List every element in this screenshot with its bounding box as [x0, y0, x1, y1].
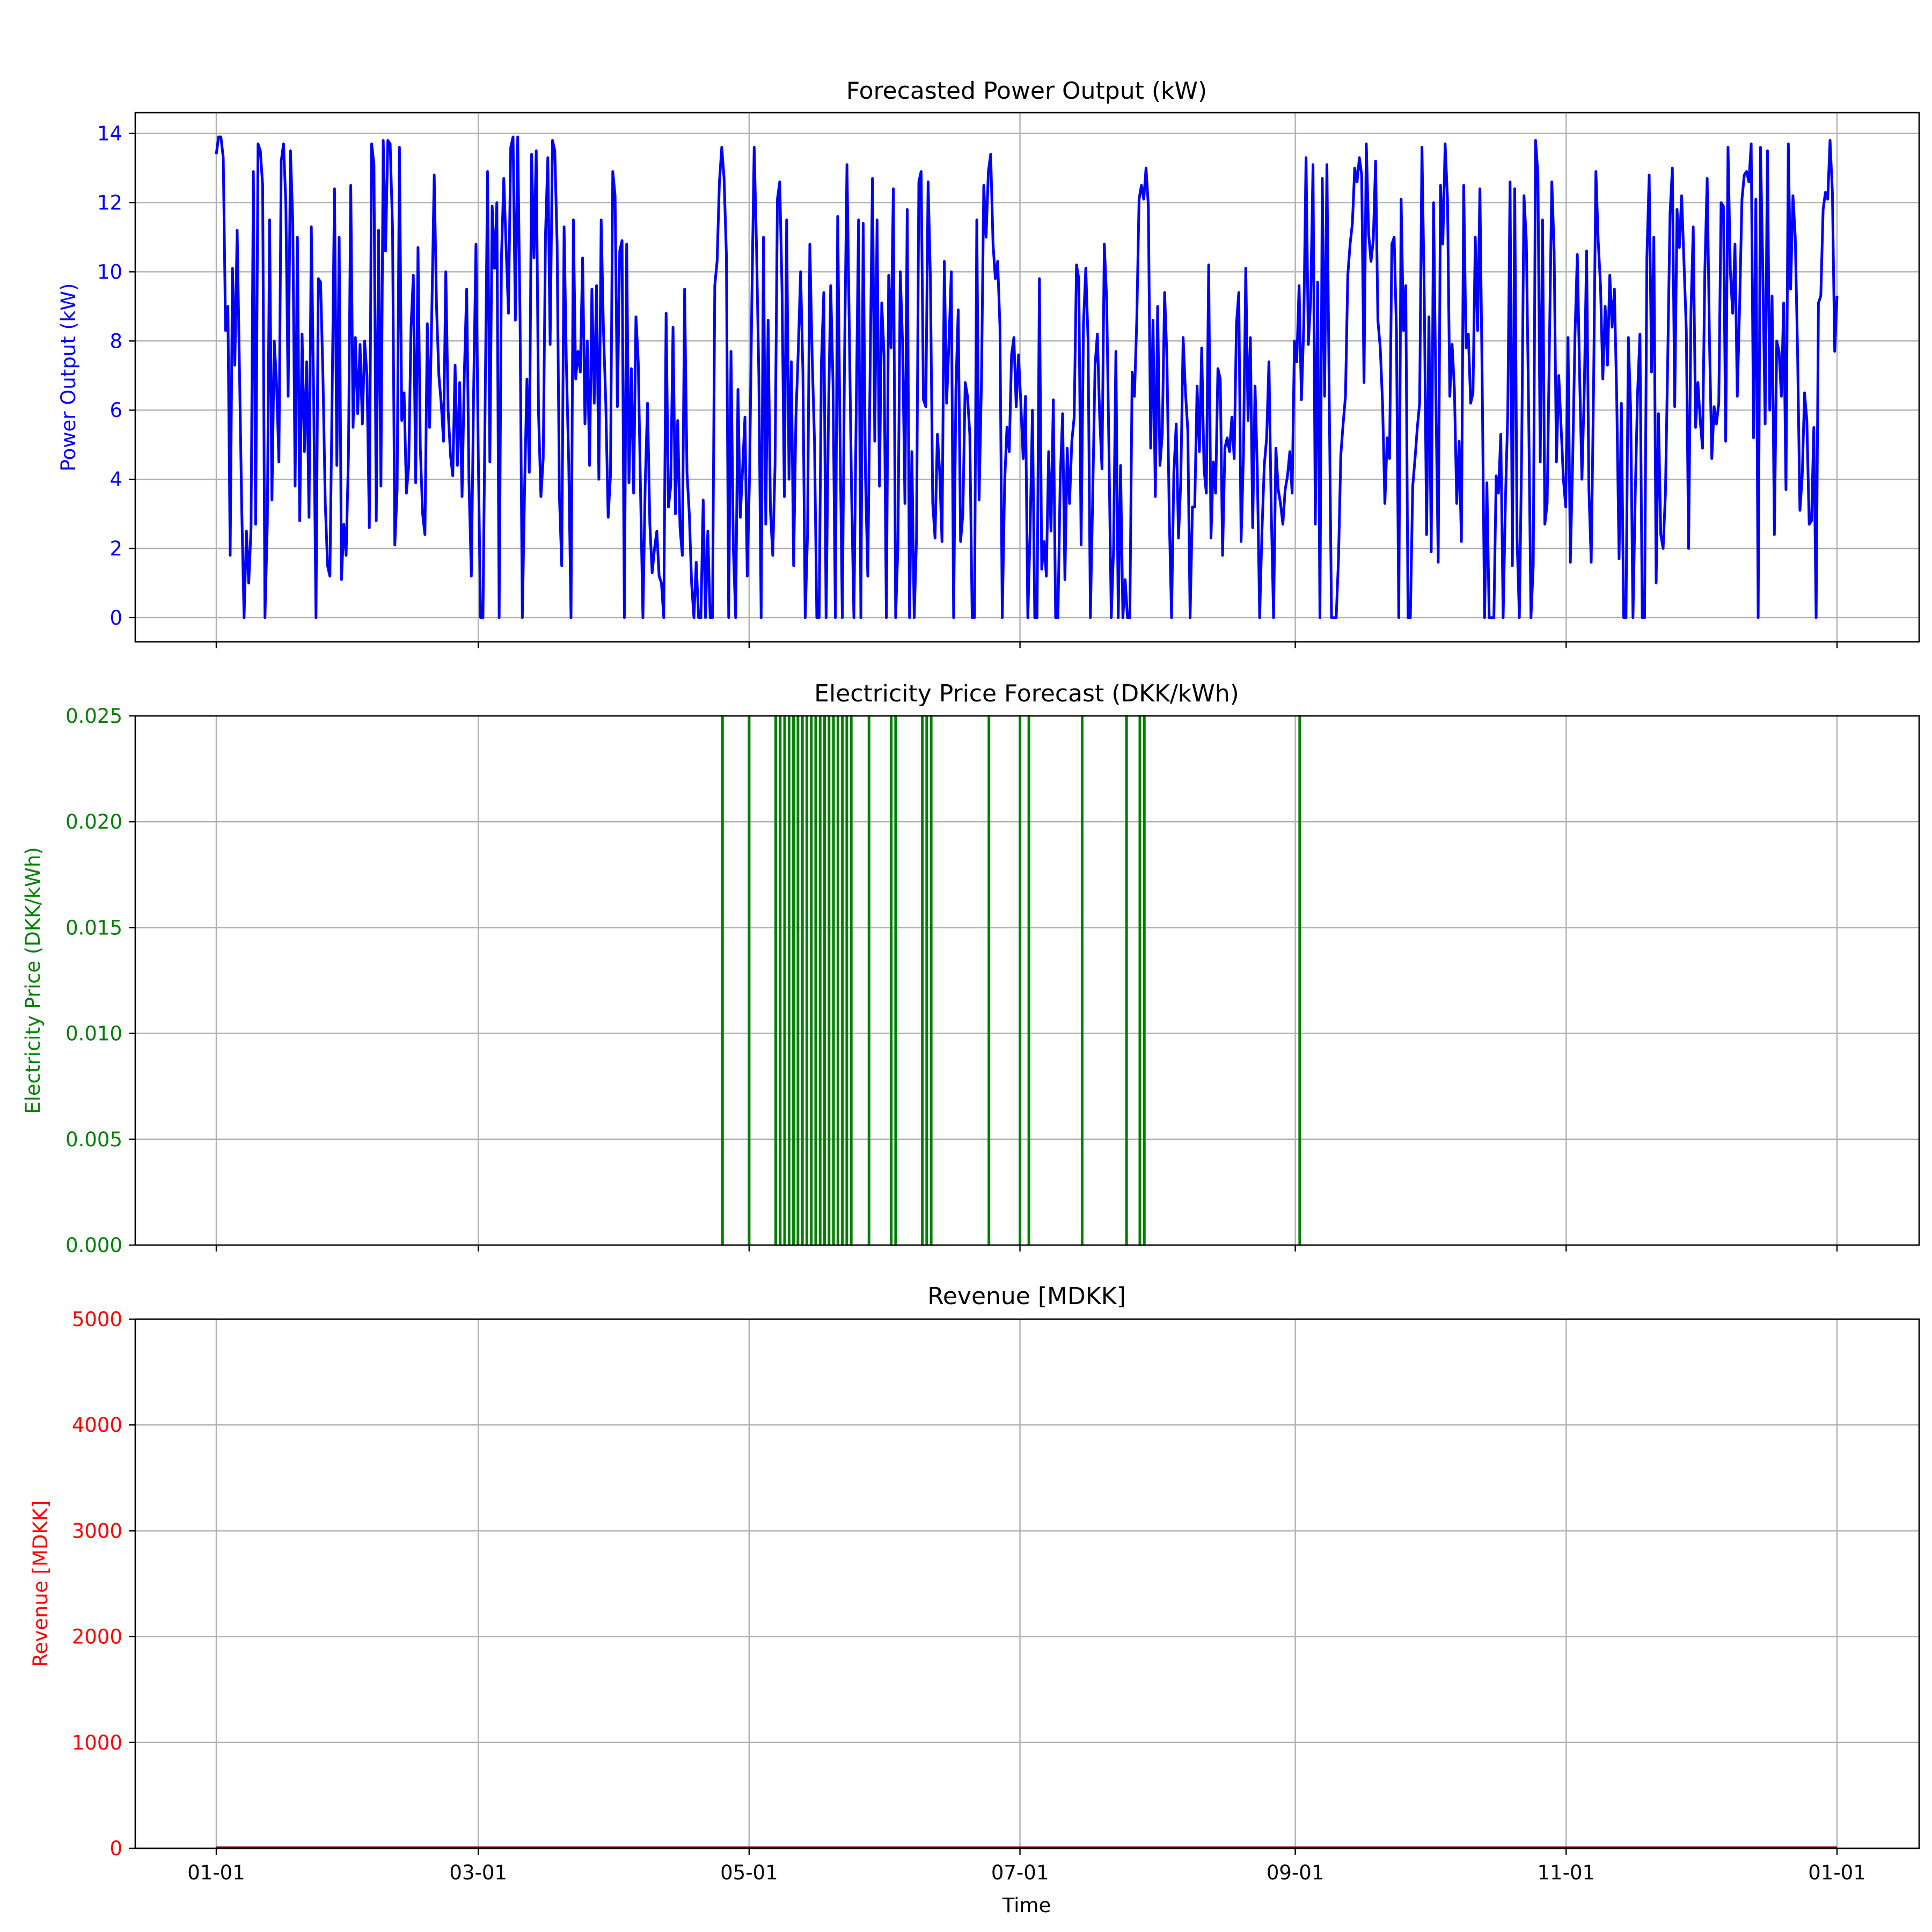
power-axes-frame [134, 112, 1920, 643]
x-axis-label: Time [1002, 1894, 1051, 1917]
x-tick-label: 03-01 [449, 1861, 507, 1884]
revenue-y-axis-label: Revenue [MDKK] [29, 1501, 52, 1667]
y-tick-label: 8 [109, 330, 122, 353]
price-axes-frame [134, 715, 1920, 1246]
revenue-panel: Revenue [MDKK] 0 1000 2000 3000 4000 5000 Rev… [29, 1283, 1920, 1860]
revenue-panel-title: Revenue [MDKK] [927, 1283, 1126, 1310]
y-tick-label: 0.020 [65, 810, 122, 833]
x-tick-label: 09-01 [1267, 1861, 1324, 1884]
power-x-ticks [215, 642, 1838, 648]
y-tick-label: 0 [109, 1837, 122, 1860]
price-panel-title: Electricity Price Forecast (DKK/kWh) [814, 680, 1239, 707]
price-y-axis-label: Electricity Price (DKK/kWh) [21, 847, 45, 1114]
x-tick-label: 05-01 [720, 1861, 778, 1884]
power-output-line [215, 135, 1839, 619]
power-output-panel: Forecasted Power Output (kW) 0 2 4 6 8 10 12 14… [57, 77, 1920, 648]
y-tick-label: 0.010 [65, 1022, 122, 1045]
x-tick-label: 07-01 [991, 1861, 1049, 1884]
y-tick-label: 3000 [72, 1519, 122, 1542]
y-tick-label: 2 [109, 537, 122, 560]
revenue-x-ticks [215, 1848, 1838, 1855]
revenue-y-ticks: 0 1000 2000 3000 4000 5000 [72, 1308, 135, 1860]
y-tick-label: 0.000 [65, 1234, 122, 1257]
y-tick-label: 12 [97, 192, 122, 215]
y-tick-label: 2000 [72, 1626, 122, 1649]
power-y-axis-label: Power Output (kW) [57, 283, 80, 472]
power-panel-title: Forecasted Power Output (kW) [846, 77, 1207, 105]
x-tick-label: 01-01 [1808, 1861, 1866, 1884]
y-tick-label: 4 [109, 468, 122, 491]
revenue-axes-frame [134, 1318, 1920, 1849]
y-tick-label: 14 [97, 122, 122, 145]
x-tick-label: 01-01 [187, 1861, 245, 1884]
x-tick-labels: 01-01 03-01 05-01 07-01 09-01 11-01 01-01 [187, 1861, 1866, 1884]
y-tick-label: 5000 [72, 1308, 122, 1331]
y-tick-label: 4000 [72, 1414, 122, 1437]
y-tick-label: 10 [97, 260, 122, 283]
power-y-ticks: 0 2 4 6 8 10 12 14 [97, 122, 135, 630]
price-x-ticks [215, 1245, 1838, 1252]
y-tick-label: 6 [109, 399, 122, 422]
y-tick-label: 0 [109, 606, 122, 630]
y-tick-label: 0.005 [65, 1128, 122, 1151]
y-tick-label: 0.015 [65, 916, 122, 939]
x-tick-label: 11-01 [1538, 1861, 1596, 1884]
electricity-price-panel: Electricity Price Forecast (DKK/kWh) 0.0… [21, 680, 1920, 1257]
price-spikes [721, 716, 1301, 1245]
y-tick-label: 0.025 [65, 705, 122, 728]
y-tick-label: 1000 [72, 1731, 122, 1754]
price-y-ticks: 0.000 0.005 0.010 0.015 0.020 0.025 [65, 705, 135, 1257]
